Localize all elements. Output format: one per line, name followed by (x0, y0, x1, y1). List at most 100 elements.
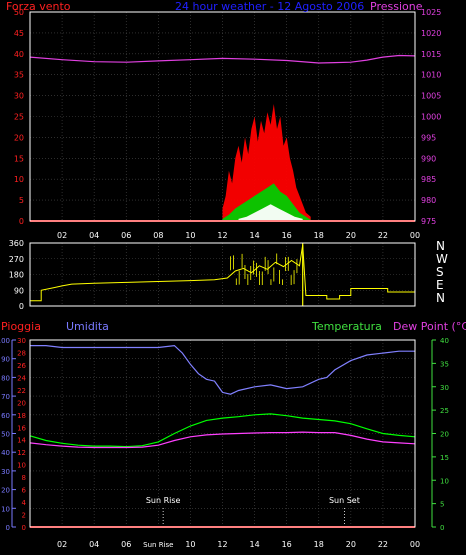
wind-avg-area (222, 183, 311, 221)
compass-n-bottom: N (436, 291, 445, 305)
pressure-tick-1005: 1005 (421, 92, 441, 101)
weather-xtick-5: 12 (217, 540, 227, 549)
weather-panel-frame (29, 339, 416, 528)
weather-xtick-0: 02 (57, 540, 67, 549)
rain-tick-8: 8 (22, 474, 26, 482)
direction-tick-270: 270 (9, 255, 24, 264)
wind-xtick-00: 00 (410, 231, 420, 240)
pressure-tick-1015: 1015 (421, 50, 441, 59)
dew-point-axis-label: Dew Point (°C) (393, 320, 466, 333)
sunset-label: Sun Set (329, 496, 360, 505)
humidity-tick-10: 10 (1, 505, 10, 513)
wind-xtick-06: 06 (121, 231, 131, 240)
pressure-tick-990: 990 (421, 154, 436, 163)
wind-xtick-10: 10 (185, 231, 195, 240)
humidity-tick-40: 40 (1, 449, 10, 457)
weather-xtick-1: 04 (89, 540, 99, 549)
wind-tick-25: 25 (14, 113, 24, 122)
weather-xtick-3: Sun Rise (143, 541, 173, 549)
wind-xtick-18: 18 (314, 231, 324, 240)
direction-panel-frame (29, 242, 416, 307)
compass-e: E (436, 278, 444, 292)
rain-axis-label: Pioggia (1, 320, 41, 333)
compass-s: S (436, 265, 444, 279)
temperature-tick-5: 5 (440, 501, 444, 509)
pressure-axis-label: Pressione (370, 0, 423, 13)
weather-xtick-8: 18 (314, 540, 324, 549)
rain-tick-22: 22 (17, 387, 26, 395)
rain-tick-2: 2 (22, 512, 26, 520)
weather-xtick-6: 14 (249, 540, 259, 549)
direction-tick-360: 360 (9, 239, 24, 248)
temperature-axis-label: Temperatura (312, 320, 382, 333)
rain-tick-20: 20 (17, 399, 26, 407)
humidity-tick-70: 70 (1, 393, 10, 401)
humidity-tick-0: 0 (6, 524, 10, 532)
wind-xtick-22: 22 (378, 231, 388, 240)
rain-tick-12: 12 (17, 449, 26, 457)
temperature-line (29, 413, 416, 448)
rain-tick-0: 0 (22, 524, 26, 532)
temperature-tick-15: 15 (440, 454, 449, 462)
wind-tick-50: 50 (14, 8, 24, 17)
rain-tick-14: 14 (17, 437, 26, 445)
humidity-line (30, 344, 415, 395)
wind-tick-45: 45 (14, 29, 24, 38)
humidity-tick-30: 30 (1, 468, 10, 476)
temperature-tick-0: 0 (440, 524, 444, 532)
humidity-tick-60: 60 (1, 412, 10, 420)
pressure-tick-1010: 1010 (421, 71, 441, 80)
wind-axis-label: Forza vento (6, 0, 71, 13)
temperature-tick-35: 35 (440, 360, 449, 368)
wind-xtick-02: 02 (57, 231, 67, 240)
wind-xtick-04: 04 (89, 231, 99, 240)
wind-gust-area (222, 104, 311, 221)
wind-xtick-08: 08 (153, 231, 163, 240)
weather-xtick-10: 22 (378, 540, 388, 549)
dew-point-line (29, 431, 416, 449)
pressure-tick-1025: 1025 (421, 8, 441, 17)
wind-tick-20: 20 (14, 133, 24, 142)
rain-tick-18: 18 (17, 412, 26, 420)
wind-xtick-20: 20 (346, 231, 356, 240)
rain-tick-26: 26 (17, 362, 26, 370)
rain-tick-28: 28 (17, 349, 26, 357)
wind-tick-40: 40 (14, 50, 24, 59)
rain-tick-30: 30 (17, 337, 26, 345)
humidity-tick-80: 80 (1, 374, 10, 382)
wind-xtick-12: 12 (217, 231, 227, 240)
compass-n-top: N (436, 239, 445, 253)
wind-tick-0: 0 (19, 217, 24, 226)
temperature-tick-40: 40 (440, 337, 449, 345)
weather-xtick-9: 20 (346, 540, 356, 549)
temperature-tick-30: 30 (440, 384, 449, 392)
wind-tick-15: 15 (14, 154, 24, 163)
humidity-tick-100: 100 (0, 337, 10, 345)
rain-tick-16: 16 (17, 424, 26, 432)
direction-tick-180: 180 (9, 271, 24, 280)
wind-panel-frame (29, 11, 416, 222)
weather-xtick-2: 06 (121, 540, 131, 549)
rain-tick-10: 10 (17, 462, 26, 470)
wind-xtick-16: 16 (282, 231, 292, 240)
rain-tick-4: 4 (22, 499, 27, 507)
compass-w: W (436, 252, 448, 266)
temperature-tick-10: 10 (440, 477, 449, 485)
pressure-tick-995: 995 (421, 133, 436, 142)
temperature-tick-20: 20 (440, 431, 449, 439)
rain-tick-24: 24 (17, 374, 26, 382)
humidity-tick-20: 20 (1, 487, 10, 495)
direction-tick-90: 90 (14, 286, 24, 295)
weather-xtick-7: 16 (282, 540, 292, 549)
humidity-tick-50: 50 (1, 431, 10, 439)
direction-tick-0: 0 (19, 302, 24, 311)
pressure-tick-985: 985 (421, 175, 436, 184)
wind-tick-5: 5 (19, 196, 24, 205)
wind-direction-line (30, 244, 415, 302)
wind-tick-30: 30 (14, 92, 24, 101)
rain-tick-6: 6 (22, 487, 27, 495)
pressure-line (29, 54, 416, 64)
wind-tick-10: 10 (14, 175, 24, 184)
wind-tick-35: 35 (14, 71, 24, 80)
